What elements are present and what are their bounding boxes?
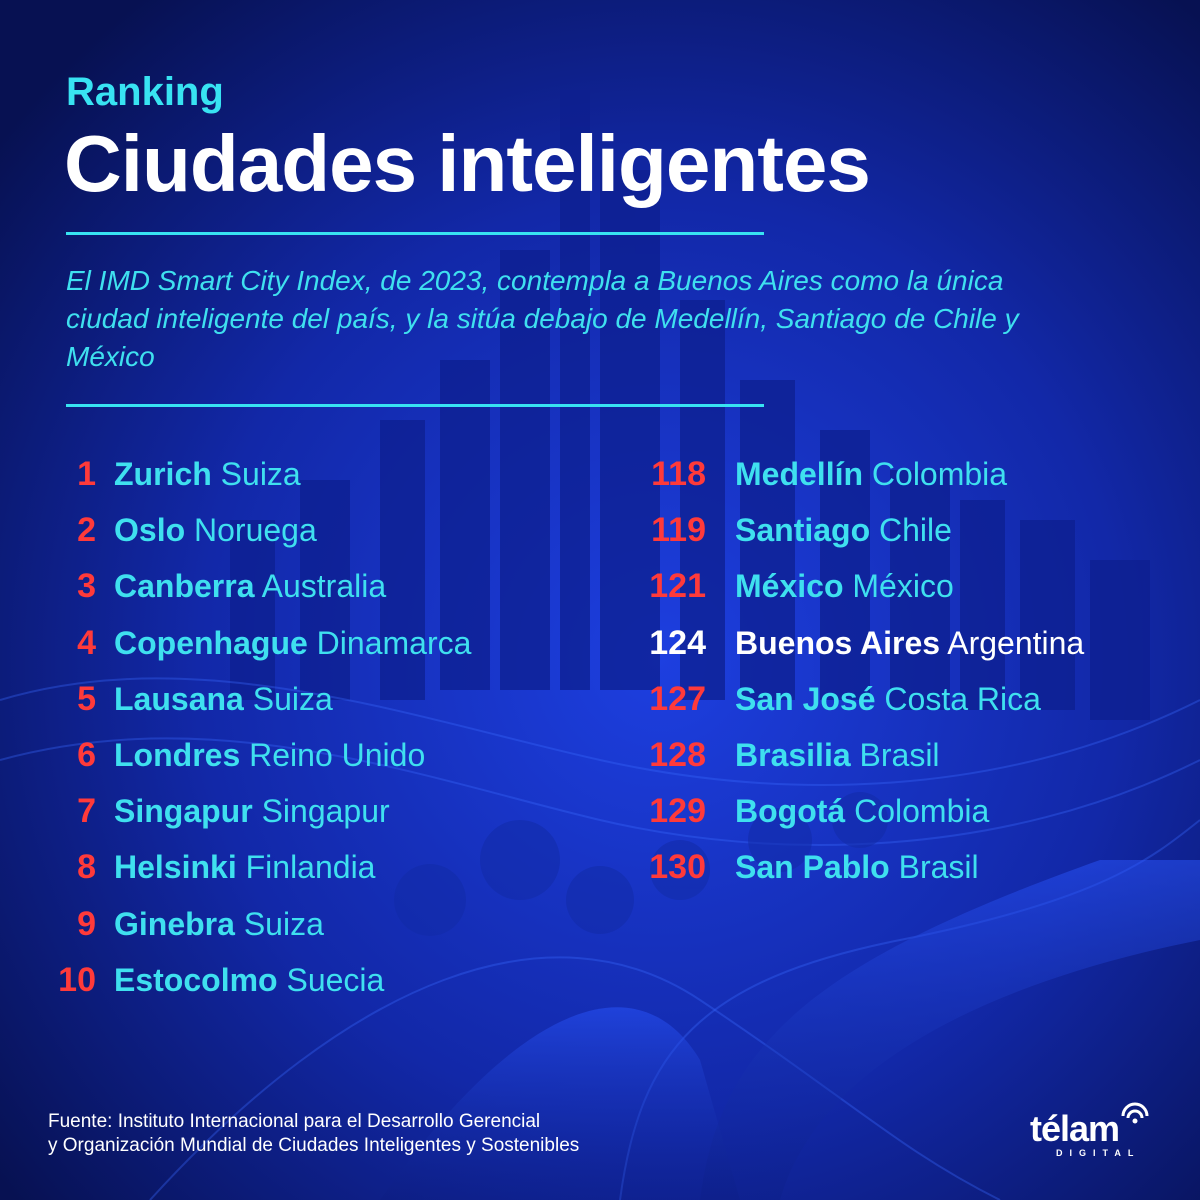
ranking-entry: Brasilia Brasil bbox=[735, 735, 940, 775]
rank-number: 6 bbox=[77, 735, 96, 774]
ranking-entry: Zurich Suiza bbox=[114, 454, 301, 494]
logo-wordmark: télam bbox=[1030, 1108, 1120, 1149]
country-name: Argentina bbox=[947, 624, 1085, 661]
city-name: Estocolmo bbox=[114, 961, 278, 998]
ranking-entry: Londres Reino Unido bbox=[114, 735, 425, 775]
city-name: Londres bbox=[114, 736, 241, 773]
ranking-entry: San Pablo Brasil bbox=[735, 847, 979, 887]
rank-number: 8 bbox=[77, 848, 96, 887]
rank-number: 5 bbox=[77, 679, 96, 718]
subtitle-divider bbox=[66, 404, 764, 407]
ranking-kicker: Ranking bbox=[66, 70, 224, 114]
ranking-entry: Bogotá Colombia bbox=[735, 791, 989, 831]
country-name: Singapur bbox=[261, 793, 390, 830]
city-name: Lausana bbox=[114, 680, 244, 717]
city-name: Ginebra bbox=[114, 905, 235, 942]
country-name: Suiza bbox=[252, 680, 333, 717]
city-name: Brasilia bbox=[735, 736, 851, 773]
rank-number: 127 bbox=[649, 679, 706, 718]
signal-icon bbox=[1121, 1102, 1149, 1124]
country-name: Brasil bbox=[859, 736, 940, 773]
country-name: Australia bbox=[261, 568, 387, 605]
ranking-entry: San José Costa Rica bbox=[735, 679, 1041, 719]
city-name: San José bbox=[735, 680, 876, 717]
city-name: Santiago bbox=[735, 512, 871, 549]
ranking-entry: Copenhague Dinamarca bbox=[114, 623, 471, 663]
country-name: Colombia bbox=[871, 456, 1008, 492]
city-name: México bbox=[735, 568, 844, 605]
rank-number: 118 bbox=[651, 455, 706, 493]
source-line-1: Fuente: Instituto Internacional para el … bbox=[48, 1111, 541, 1132]
city-name: Oslo bbox=[114, 512, 186, 549]
rank-number: 9 bbox=[77, 904, 96, 943]
city-name: Copenhague bbox=[114, 624, 308, 661]
rank-number: 7 bbox=[77, 792, 96, 831]
country-name: Chile bbox=[879, 512, 952, 549]
country-name: Costa Rica bbox=[884, 680, 1041, 717]
country-name: Colombia bbox=[854, 793, 990, 830]
ranking-entry: México México bbox=[735, 566, 954, 606]
country-name: Finlandia bbox=[245, 849, 376, 886]
telam-logo: télam DIGITAL bbox=[1026, 1100, 1156, 1160]
ranking-entry: Lausana Suiza bbox=[114, 679, 333, 719]
country-name: Reino Unido bbox=[249, 736, 426, 773]
city-name: Canberra bbox=[114, 568, 255, 605]
ranking-entry: Santiago Chile bbox=[735, 510, 952, 550]
country-name: México bbox=[852, 568, 954, 605]
country-name: Suiza bbox=[220, 456, 301, 492]
logo-subtitle: DIGITAL bbox=[1056, 1148, 1141, 1158]
country-name: Noruega bbox=[194, 512, 317, 549]
ranking-entry: Oslo Noruega bbox=[114, 510, 317, 550]
country-name: Dinamarca bbox=[316, 624, 472, 661]
source-line-2: y Organización Mundial de Ciudades Intel… bbox=[48, 1135, 580, 1156]
country-name: Brasil bbox=[898, 849, 979, 886]
city-name: Helsinki bbox=[114, 849, 237, 886]
ranking-entry: Helsinki Finlandia bbox=[114, 847, 375, 887]
city-name: Zurich bbox=[114, 456, 212, 492]
city-name: Medellín bbox=[735, 456, 864, 492]
source-note: Fuente: Instituto Internacional para el … bbox=[48, 1110, 579, 1158]
city-name: Bogotá bbox=[735, 793, 846, 830]
rank-number: 128 bbox=[649, 735, 706, 774]
country-name: Suecia bbox=[286, 961, 385, 998]
title-divider bbox=[66, 232, 764, 235]
ranking-entry: Estocolmo Suecia bbox=[114, 960, 384, 1000]
ranking-entry: Medellín Colombia bbox=[735, 454, 1007, 494]
rank-number: 4 bbox=[77, 623, 96, 662]
ranking-entry: Buenos Aires Argentina bbox=[735, 623, 1084, 663]
rank-number: 119 bbox=[651, 511, 706, 550]
page-title: Ciudades inteligentes bbox=[64, 119, 871, 208]
ranking-entry: Canberra Australia bbox=[114, 566, 386, 606]
rank-number: 130 bbox=[649, 848, 706, 887]
city-name: Singapur bbox=[114, 793, 253, 830]
rank-number: 2 bbox=[77, 511, 96, 550]
rank-number: 10 bbox=[58, 960, 96, 999]
rank-number: 1 bbox=[77, 455, 96, 493]
rank-number: 124 bbox=[649, 623, 706, 662]
ranking-entry: Singapur Singapur bbox=[114, 791, 390, 831]
rank-number: 129 bbox=[649, 792, 706, 831]
ranking-entry: Ginebra Suiza bbox=[114, 904, 324, 944]
city-name: Buenos Aires bbox=[735, 624, 941, 661]
rank-number: 3 bbox=[77, 567, 96, 606]
country-name: Suiza bbox=[243, 905, 324, 942]
subtitle: El IMD Smart City Index, de 2023, contem… bbox=[66, 265, 1019, 372]
city-name: San Pablo bbox=[735, 849, 890, 886]
rank-number: 121 bbox=[649, 567, 706, 606]
